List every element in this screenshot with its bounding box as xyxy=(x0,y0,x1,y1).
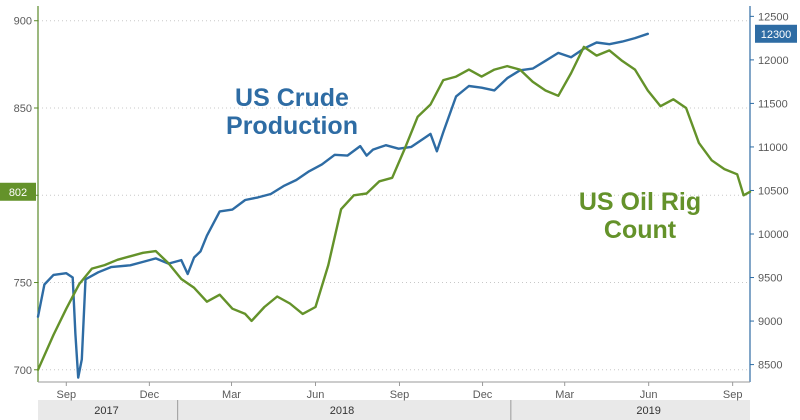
right-axis-tick-label: 12500 xyxy=(758,11,789,23)
x-axis-tick-label: Jun xyxy=(640,389,658,401)
x-axis-tick-label: Jun xyxy=(307,389,325,401)
value-badges: 802 12300 xyxy=(0,24,797,201)
x-axis-year-label: 2017 xyxy=(94,405,118,417)
grid-lines xyxy=(38,20,750,371)
year-band xyxy=(38,400,750,420)
x-axis-tick-label: Dec xyxy=(140,389,160,401)
x-axis-tick-label: Sep xyxy=(57,389,77,401)
left-axis-tick-label: 700 xyxy=(14,365,32,377)
x-axis-tick-label: Sep xyxy=(390,389,410,401)
x-axis-tick-label: Sep xyxy=(723,389,743,401)
rig-count-value-label: 802 xyxy=(9,187,27,199)
right-axis-tick-label: 9000 xyxy=(758,316,782,328)
x-axis-year-label: 2019 xyxy=(636,405,660,417)
left-axis-tick-label: 900 xyxy=(14,16,32,28)
us-crude-production-label: US Crude xyxy=(235,84,349,112)
us-oil-rig-count-label: Count xyxy=(604,216,677,244)
us-oil-rig-count-line xyxy=(36,45,752,371)
right-axis-tick-label: 12000 xyxy=(758,55,789,67)
right-axis-tick-label: 11500 xyxy=(758,98,788,110)
right-axis-tick-label: 8500 xyxy=(758,360,782,372)
rig-count-value-badge xyxy=(0,182,36,201)
series-lines xyxy=(36,32,752,379)
us-crude-production-label: Production xyxy=(226,112,358,140)
right-axis-tick-label: 10000 xyxy=(758,229,789,241)
x-axis-tick-label: Mar xyxy=(555,389,574,401)
right-axis-tick-label: 10500 xyxy=(758,185,789,197)
right-axis-tick-label: 9500 xyxy=(758,273,782,285)
production-value-badge xyxy=(755,24,797,43)
us-crude-production-line xyxy=(36,32,649,379)
us-oil-rig-count-label: US Oil Rig xyxy=(579,188,701,216)
production-value-label: 12300 xyxy=(761,29,792,41)
x-axis-band: 2017 2018 2019 xyxy=(38,400,750,420)
left-axis-tick-label: 750 xyxy=(14,278,32,290)
left-axis-tick-label: 850 xyxy=(14,103,32,115)
x-axis-tick-label: Mar xyxy=(222,389,241,401)
x-axis-tick-label: Dec xyxy=(473,389,493,401)
right-axis-tick-label: 11000 xyxy=(758,142,788,154)
x-axis-year-label: 2018 xyxy=(330,405,354,417)
